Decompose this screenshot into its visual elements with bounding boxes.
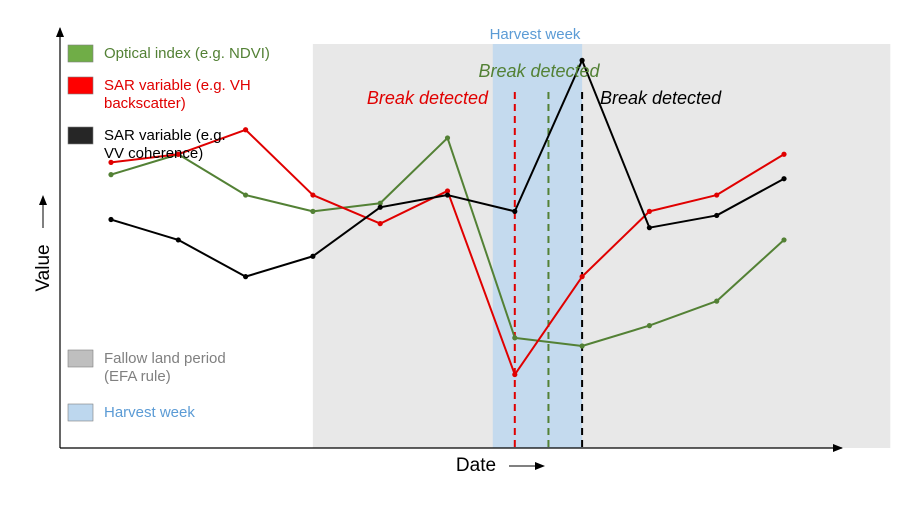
series-sar-vh-point-5 [377, 221, 383, 227]
series-sar-vh-point-7 [512, 371, 518, 378]
legend-optical-swatch [67, 44, 94, 63]
series-optical-index-point-7 [512, 335, 518, 341]
series-sar-vh-point-9 [646, 208, 653, 214]
series-optical-index-point-4 [310, 208, 316, 214]
legend-harvest-label: Harvest week [104, 404, 195, 421]
series-sar-vv-point-10 [714, 212, 720, 219]
series-sar-vv-point-2 [175, 237, 181, 243]
series-optical-index-point-5 [377, 200, 383, 206]
series-sar-vv-point-6 [444, 192, 451, 198]
series-layer [108, 57, 787, 378]
series-optical-index-point-3 [243, 192, 249, 198]
series-sar-vh-point-1 [108, 159, 114, 165]
harvest-week-region [492, 44, 583, 448]
harvest-week-label: Harvest week [490, 26, 581, 43]
series-sar-vv-point-5 [377, 204, 383, 210]
series-sar-vv-point-1 [108, 216, 114, 223]
series-optical-index-point-6 [444, 135, 451, 141]
series-sar-vv-point-7 [512, 208, 518, 214]
legend-sar-vh-swatch [67, 76, 94, 95]
legend: Optical index (e.g. NDVI) SAR variable (e… [67, 44, 270, 422]
legend-fallow-label: (EFA rule) [104, 368, 171, 385]
series-sar-vh-point-3 [243, 127, 249, 133]
legend-sar-vv-label: VV coherence) [104, 145, 203, 162]
y-axis-label: Value [33, 244, 54, 291]
legend-optical-label: Optical index (e.g. NDVI) [104, 45, 270, 62]
black-break-label: Break detected [600, 88, 722, 108]
series-sar-vv-point-8 [579, 57, 585, 64]
series-optical-index-point-9 [646, 323, 653, 329]
axes-layer: Date Value [33, 27, 843, 476]
series-sar-vh-point-8 [579, 274, 585, 280]
series-optical-index-point-10 [714, 298, 720, 304]
series-optical-index-point-1 [108, 172, 114, 178]
series-sar-vv-point-3 [243, 274, 249, 280]
legend-sar-vv-swatch [67, 126, 94, 145]
series-sar-vh-point-10 [714, 192, 720, 198]
x-axis-label: Date [456, 455, 496, 476]
green-break-label: Break detected [478, 61, 600, 81]
series-optical-index-point-11 [781, 237, 787, 243]
legend-fallow-swatch [67, 349, 94, 368]
series-sar-vv-point-4 [310, 253, 316, 259]
series-optical-index-point-8 [579, 343, 585, 349]
series-sar-vh-point-6 [444, 188, 451, 194]
legend-sar-vh-label: SAR variable (e.g. VH [104, 77, 251, 94]
red-break-label: Break detected [367, 88, 489, 108]
legend-sar-vh-label: backscatter) [104, 95, 186, 112]
series-sar-vv-point-9 [646, 225, 653, 231]
series-sar-vh-point-11 [781, 151, 787, 157]
series-sar-vv-point-11 [781, 176, 787, 182]
legend-harvest-swatch [67, 403, 94, 422]
series-sar-vh-point-4 [310, 192, 316, 198]
legend-fallow-label: Fallow land period [104, 350, 226, 367]
legend-sar-vv-label: SAR variable (e.g. [104, 127, 226, 144]
series-sar-vh-point-2 [175, 151, 181, 157]
